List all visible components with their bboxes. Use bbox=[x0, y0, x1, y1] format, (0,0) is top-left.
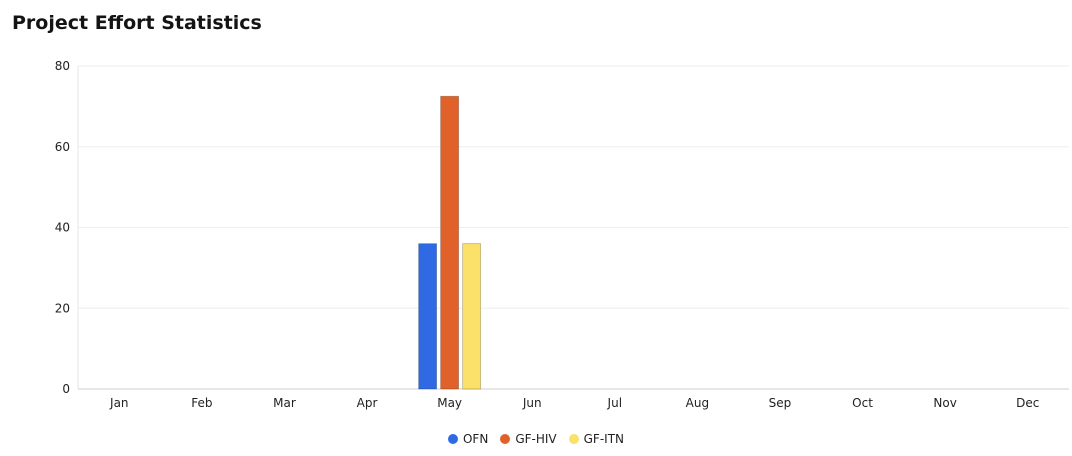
legend-item-gf-hiv[interactable]: GF-HIV bbox=[500, 432, 557, 446]
bar-gf-itn-may bbox=[462, 243, 482, 390]
y-tick-label: 80 bbox=[55, 59, 70, 73]
legend-label: GF-ITN bbox=[583, 432, 625, 446]
x-tick-label: Jan bbox=[109, 396, 129, 410]
x-tick-label: Mar bbox=[273, 396, 296, 410]
x-tick-label: Jul bbox=[607, 396, 622, 410]
y-tick-label: 60 bbox=[55, 140, 70, 154]
bar-gf-hiv-may bbox=[440, 95, 460, 390]
legend-swatch bbox=[568, 434, 579, 444]
legend-swatch bbox=[500, 434, 511, 444]
page-title: Project Effort Statistics bbox=[12, 12, 262, 34]
x-tick-label: Oct bbox=[852, 396, 873, 410]
bar-ofn-may bbox=[418, 243, 438, 390]
legend-label: OFN bbox=[462, 432, 489, 446]
x-tick-label: Apr bbox=[357, 396, 378, 410]
x-tick-label: Nov bbox=[933, 396, 956, 410]
x-tick-label: Sep bbox=[769, 396, 792, 410]
x-tick-label: Jun bbox=[522, 396, 542, 410]
x-tick-label: May bbox=[437, 396, 462, 410]
x-tick-label: Aug bbox=[686, 396, 709, 410]
x-tick-label: Dec bbox=[1016, 396, 1039, 410]
y-tick-label: 0 bbox=[62, 382, 70, 396]
x-tick-label: Feb bbox=[191, 396, 212, 410]
legend-label: GF-HIV bbox=[515, 432, 557, 446]
legend-item-ofn[interactable]: OFN bbox=[447, 432, 489, 446]
bar-chart: 0 20 40 60 80 Jan Feb Mar Apr May Jun Jul Aug Sep Oct N… bbox=[55, 59, 1069, 410]
y-tick-label: 40 bbox=[55, 221, 70, 235]
y-tick-label: 20 bbox=[55, 301, 70, 315]
legend-item-gf-itn[interactable]: GF-ITN bbox=[568, 432, 625, 446]
chart-legend: OFN GF-HIV GF-ITN bbox=[0, 432, 1072, 446]
legend-swatch bbox=[447, 434, 458, 444]
